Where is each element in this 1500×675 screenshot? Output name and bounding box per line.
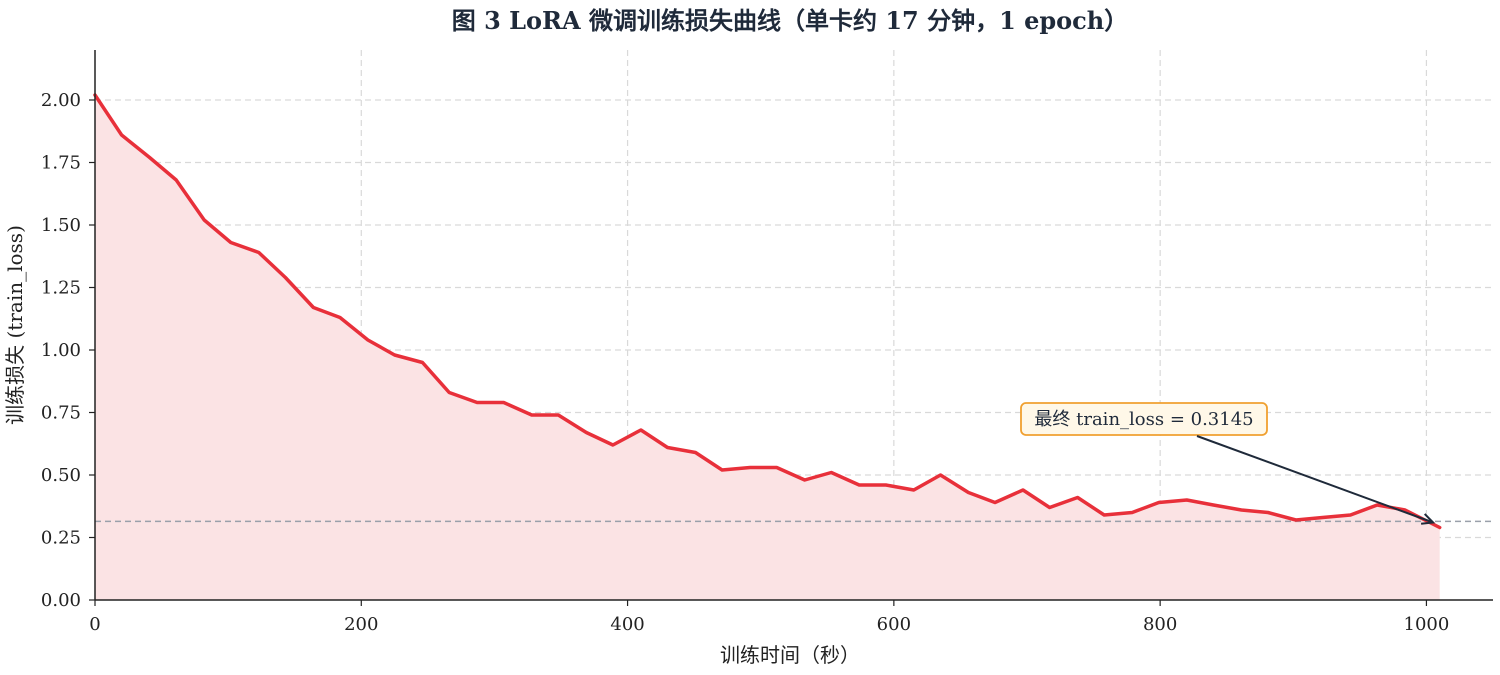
x-tick-label: 0 (89, 614, 100, 635)
y-tick-label: 0.25 (41, 528, 81, 549)
tick-labels: 0 200 400 600 800 1000 0.00 0.25 0.50 0.75 1.00 1.2… (41, 90, 1449, 635)
annotation-box (1020, 402, 1268, 436)
x-tick-label: 400 (610, 614, 644, 635)
annotation-text: 最终 train_loss = 0.3145 (1034, 409, 1253, 430)
x-tick-label: 1000 (1404, 614, 1450, 635)
annotation-arrow (1196, 435, 1434, 524)
loss-area (95, 95, 1440, 600)
x-axis-label: 训练时间（秒） (720, 643, 860, 667)
y-tick-label: 1.50 (41, 215, 81, 236)
loss-series (93, 93, 1442, 530)
loss-line (93, 93, 1442, 530)
axes (89, 50, 1493, 606)
y-tick-label: 0.75 (41, 403, 81, 424)
y-tick-label: 1.25 (41, 278, 81, 299)
x-tick-label: 800 (1143, 614, 1177, 635)
final-loss-annotation: 最终 train_loss = 0.3145 (1020, 402, 1436, 525)
y-tick-label: 1.75 (41, 153, 81, 174)
y-tick-label: 0.00 (41, 590, 81, 611)
y-tick-label: 1.00 (41, 340, 81, 361)
y-tick-label: 0.50 (41, 465, 81, 486)
x-tick-label: 200 (344, 614, 378, 635)
chart-title: 图 3 LoRA 微调训练损失曲线（单卡约 17 分钟，1 epoch） (452, 6, 1129, 35)
loss-area-fill (95, 95, 1440, 600)
y-axis-label: 训练损失 (train_loss) (3, 225, 27, 425)
y-tick-label: 2.00 (41, 90, 81, 111)
x-tick-label: 600 (877, 614, 911, 635)
annotation-arrow-head (1421, 513, 1436, 525)
